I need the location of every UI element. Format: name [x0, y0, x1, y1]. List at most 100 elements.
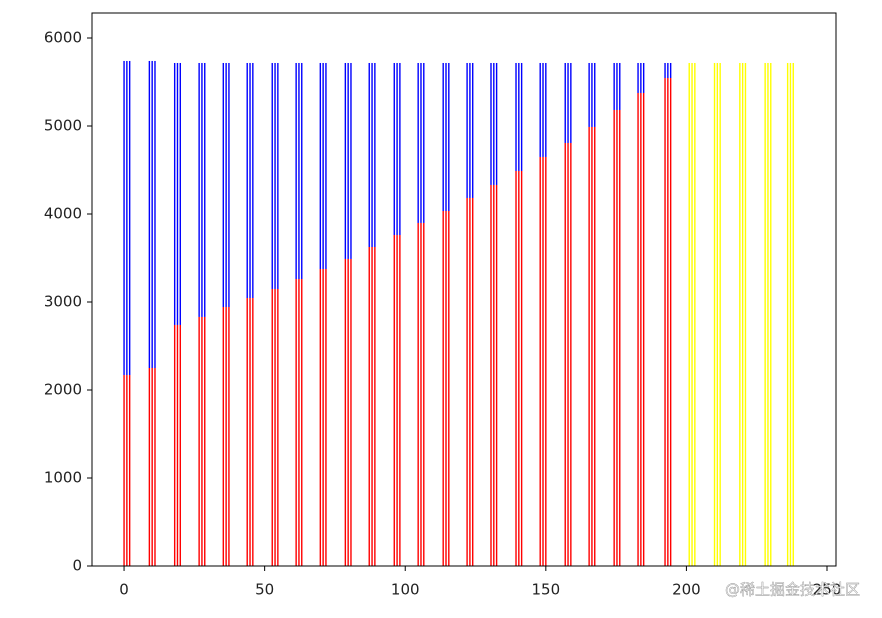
bar	[448, 211, 450, 566]
bar	[518, 62, 520, 171]
bar	[495, 62, 498, 185]
y-tick-label: 4000	[44, 204, 82, 222]
bar	[613, 109, 615, 566]
bar	[472, 197, 474, 566]
bar	[716, 62, 719, 567]
bar	[570, 62, 572, 143]
bar	[594, 62, 596, 127]
bar	[664, 62, 666, 79]
bar	[588, 62, 590, 127]
bar	[545, 62, 547, 157]
bar	[445, 211, 447, 566]
bar	[198, 316, 200, 566]
bar	[564, 142, 566, 566]
bar	[770, 62, 772, 567]
bar	[691, 62, 693, 567]
bar	[301, 62, 303, 280]
bar	[148, 60, 151, 368]
bar	[274, 62, 276, 289]
x-tick-label: 250	[813, 581, 842, 599]
bar	[669, 62, 672, 79]
bar	[594, 126, 596, 567]
bar	[179, 324, 181, 566]
bar	[767, 62, 769, 567]
bar	[669, 78, 672, 566]
bar	[252, 298, 254, 566]
bar	[448, 62, 450, 212]
bar	[368, 62, 370, 247]
bar	[515, 62, 517, 171]
bar	[741, 62, 744, 567]
bar	[344, 258, 347, 566]
bar	[786, 62, 789, 567]
bar	[222, 62, 225, 308]
bar	[347, 258, 349, 566]
bar	[490, 184, 492, 567]
bar	[739, 62, 741, 567]
bar	[173, 324, 176, 566]
bar	[154, 367, 156, 566]
y-tick-label: 0	[72, 557, 82, 575]
bar	[417, 222, 419, 566]
bar	[694, 62, 696, 567]
bar	[613, 62, 615, 110]
bar	[123, 60, 125, 376]
bar	[151, 60, 153, 368]
x-tick-label: 200	[672, 581, 701, 599]
bar	[637, 62, 639, 93]
bar	[322, 62, 324, 269]
bar	[466, 197, 468, 566]
bar	[719, 62, 721, 567]
bar	[228, 62, 230, 308]
bar	[667, 62, 669, 79]
bar	[374, 62, 376, 247]
bar	[642, 62, 645, 93]
bar	[126, 375, 128, 566]
bar	[298, 279, 300, 566]
bar	[713, 62, 716, 567]
y-tick-label: 1000	[44, 468, 82, 486]
bar	[128, 375, 131, 566]
bar	[442, 62, 444, 212]
bar	[616, 62, 618, 110]
bar	[252, 62, 254, 299]
bar	[249, 298, 251, 566]
bar	[591, 126, 593, 567]
bar	[420, 222, 422, 566]
bar	[469, 62, 471, 198]
bar	[176, 324, 179, 566]
bar	[520, 170, 523, 566]
x-tick-label: 50	[255, 581, 274, 599]
bar	[246, 62, 248, 299]
bar	[246, 298, 248, 566]
y-tick-label: 5000	[44, 116, 82, 134]
bar	[518, 170, 520, 566]
bar	[249, 62, 251, 299]
bar	[350, 62, 352, 259]
bar	[420, 62, 422, 223]
bar	[368, 246, 370, 566]
bar	[123, 375, 125, 566]
bar	[204, 316, 206, 566]
bar	[442, 211, 444, 566]
bar	[619, 109, 621, 566]
y-tick-label: 3000	[44, 292, 82, 310]
bar	[128, 60, 131, 376]
y-tick-label: 2000	[44, 380, 82, 398]
bar	[154, 60, 156, 368]
bar	[591, 62, 593, 127]
bar	[399, 62, 401, 236]
bar	[588, 126, 590, 567]
bar	[688, 62, 690, 567]
bar	[545, 156, 547, 566]
bar	[469, 197, 471, 566]
bar	[325, 62, 327, 269]
x-tick-label: 100	[391, 581, 420, 599]
bar	[396, 62, 398, 236]
bar	[277, 288, 279, 566]
bar	[472, 62, 474, 198]
bar	[393, 62, 395, 236]
bar	[445, 62, 447, 212]
bar	[322, 268, 324, 566]
